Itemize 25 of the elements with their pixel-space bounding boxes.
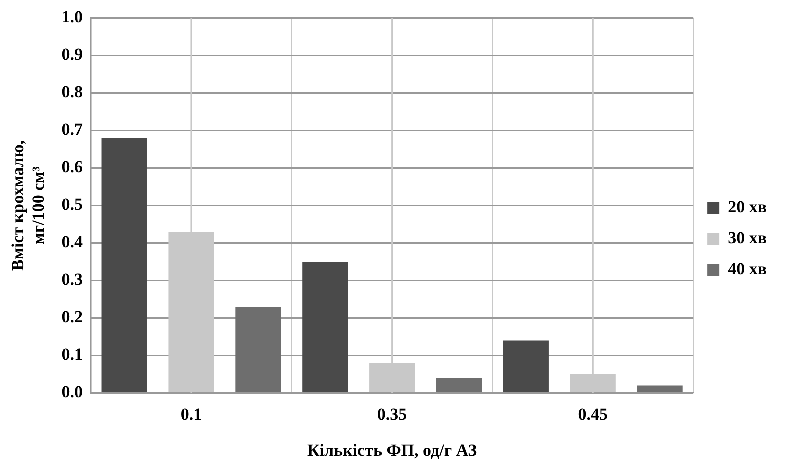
y-tick-label: 0.4 xyxy=(62,232,84,252)
x-tick-label: 0.45 xyxy=(578,404,608,424)
y-tick-label: 0.6 xyxy=(62,158,84,177)
bar xyxy=(436,378,482,392)
y-tick-label: 0.9 xyxy=(62,45,84,64)
bar xyxy=(102,138,148,392)
bar xyxy=(302,262,348,392)
legend-label: 30 хв xyxy=(728,228,768,248)
legend-label: 40 хв xyxy=(728,259,768,278)
bar xyxy=(503,340,549,392)
y-tick-label: 0.1 xyxy=(62,345,84,364)
x-tick-label: 0.1 xyxy=(180,404,202,424)
bar xyxy=(637,386,683,392)
y-tick-label: 0.3 xyxy=(62,270,84,290)
y-tick-label: 1.0 xyxy=(62,8,84,27)
y-tick-label: 0.7 xyxy=(62,120,84,140)
y-axis-title: Вміст крохмалю, мг/100 см³ xyxy=(8,140,48,271)
x-tick-label: 0.35 xyxy=(377,404,408,424)
y-tick-label: 0.5 xyxy=(62,195,84,214)
legend-label: 20 хв xyxy=(728,197,768,216)
y-tick-label: 0.2 xyxy=(62,308,84,327)
y-tick-label: 0.8 xyxy=(62,82,84,102)
y-tick-label: 0.0 xyxy=(62,382,84,402)
x-axis-title: Кількість ФП, од/г АЗ xyxy=(307,441,478,460)
bar xyxy=(236,306,282,392)
